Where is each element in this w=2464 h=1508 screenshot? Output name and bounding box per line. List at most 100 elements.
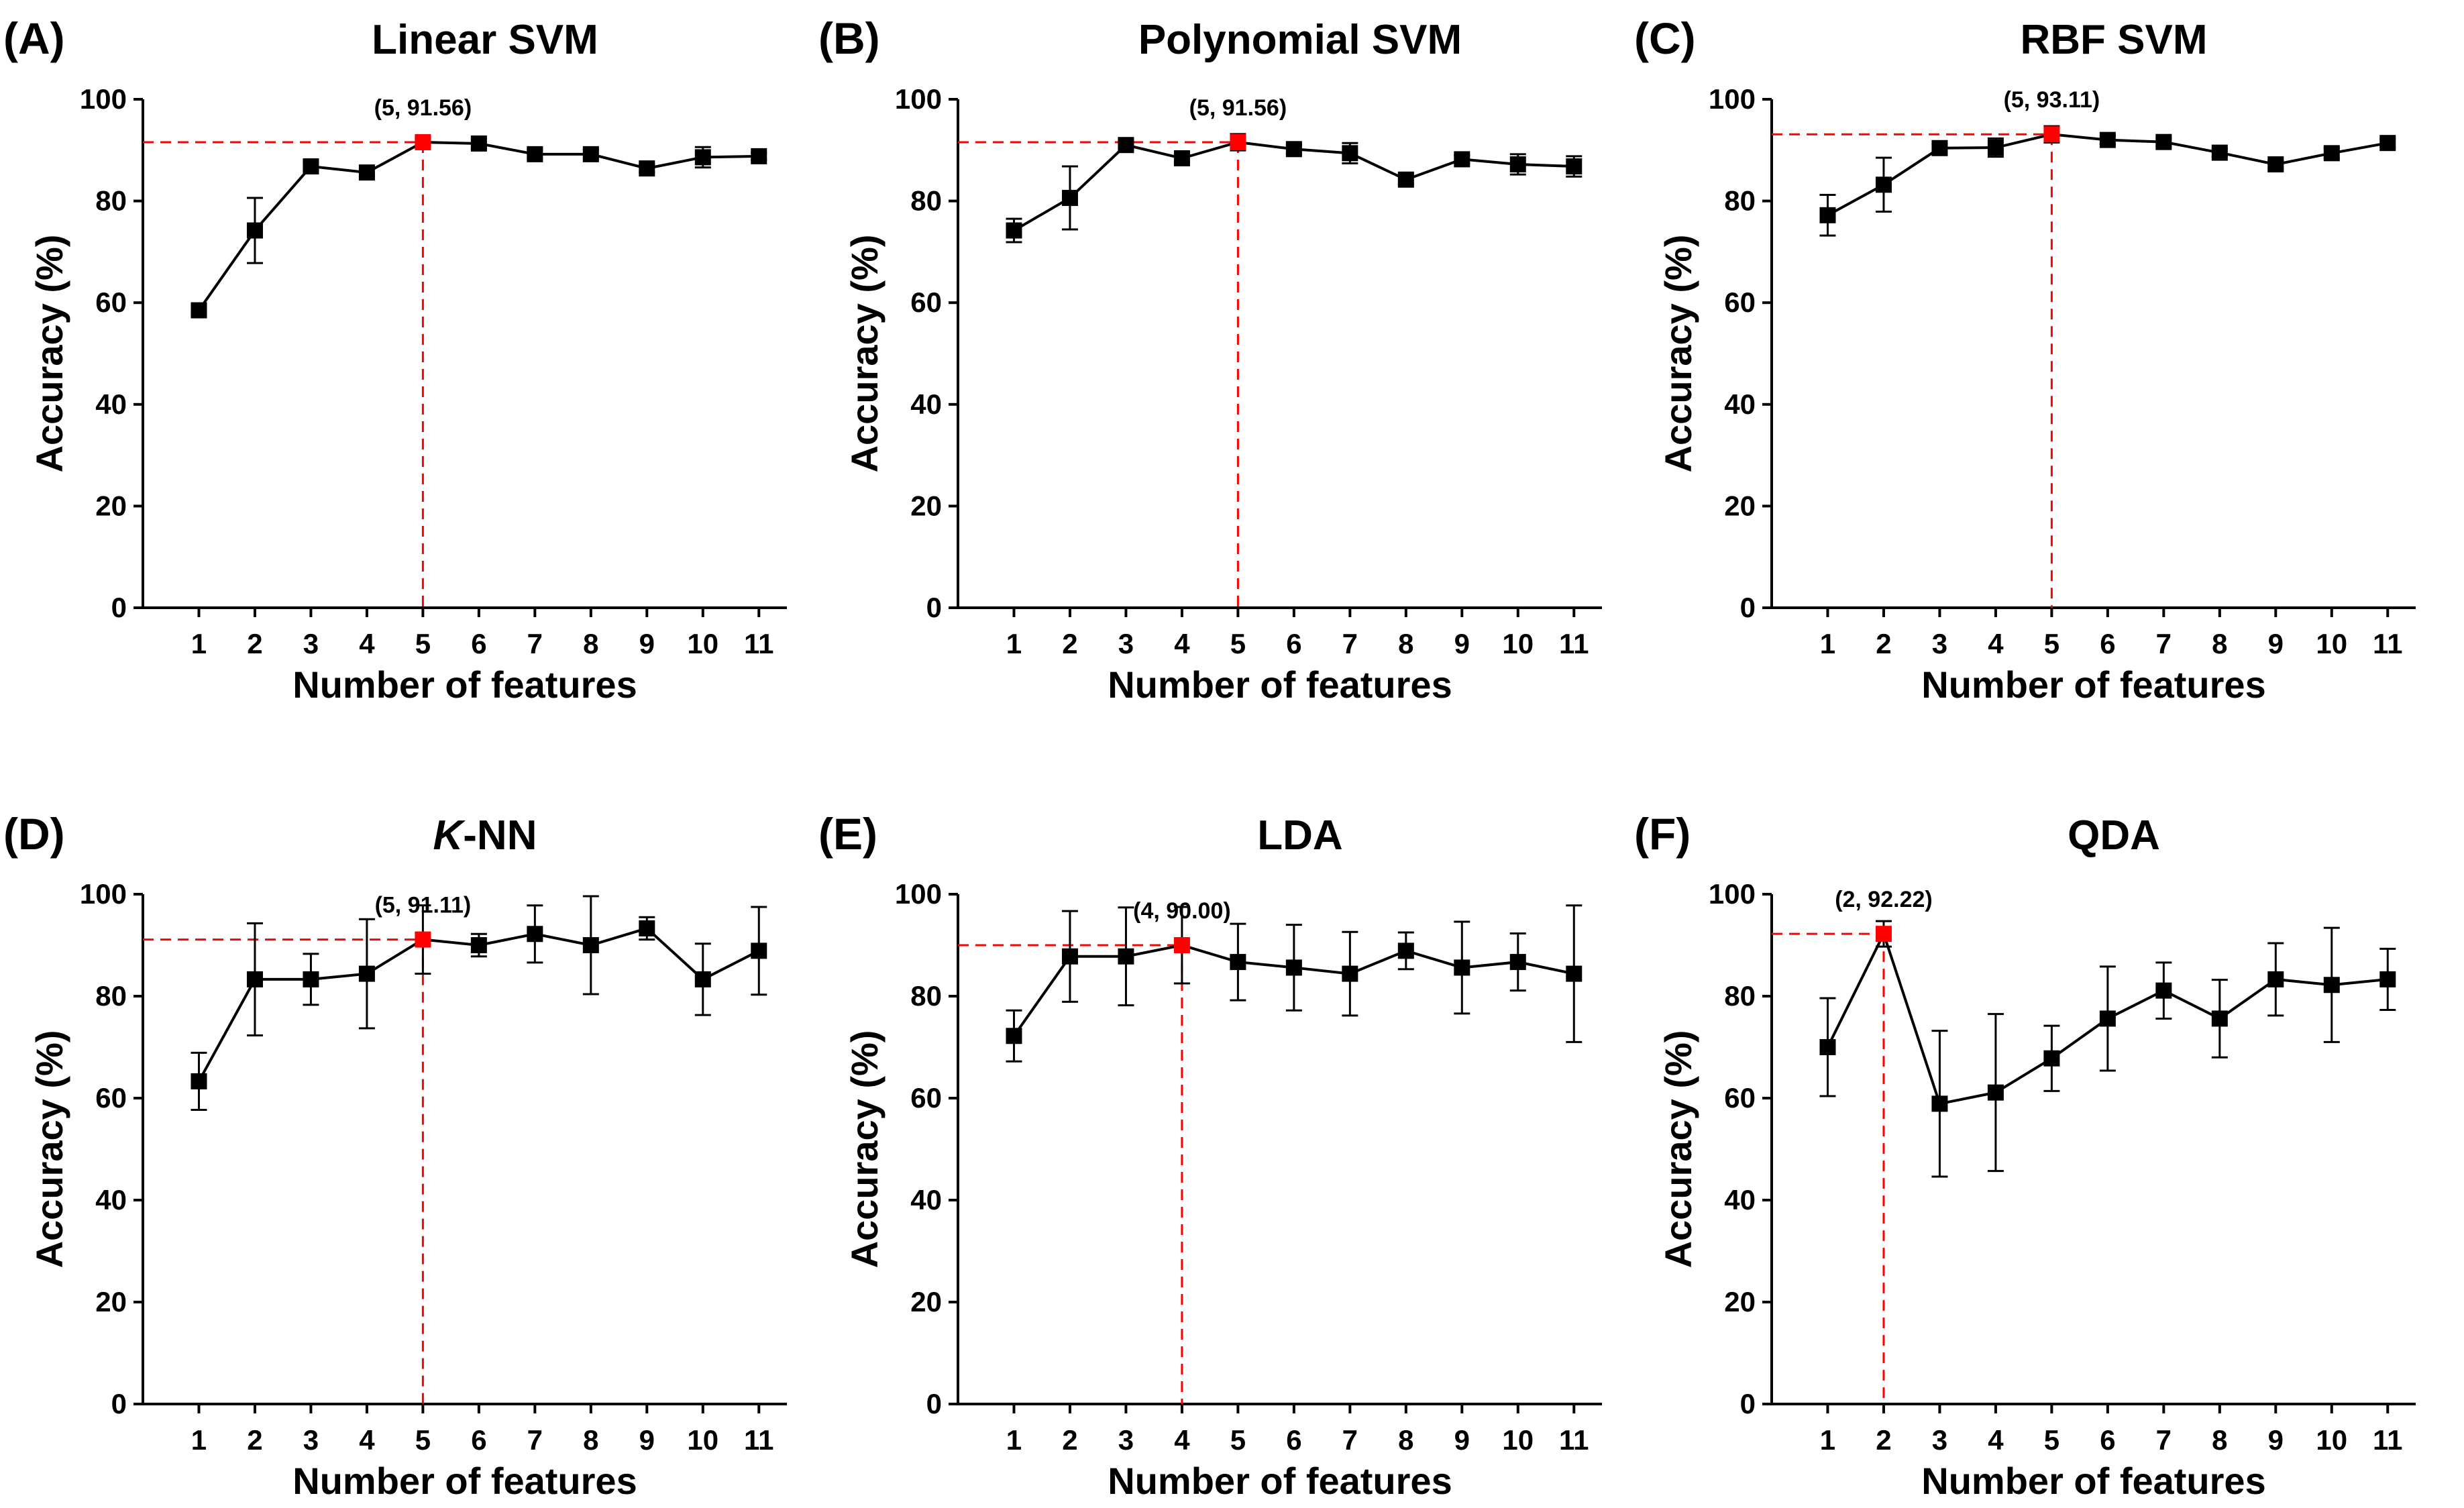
- highlight-annotation: (4, 90.00): [1133, 898, 1231, 924]
- y-tick-label: 20: [910, 1286, 942, 1317]
- x-axis-label: Number of features: [1921, 663, 2265, 706]
- data-point-marker: [303, 158, 319, 175]
- highlight-marker: [2043, 126, 2060, 143]
- data-point-marker: [2267, 971, 2284, 987]
- highlight-annotation: (5, 91.56): [1189, 95, 1287, 121]
- x-tick-label: 5: [1230, 1424, 1246, 1456]
- x-tick-label: 1: [1820, 1424, 1835, 1456]
- x-tick-label: 9: [1454, 1424, 1470, 1456]
- chart-title-text: LDA: [1257, 812, 1342, 859]
- panel-label: (E): [818, 809, 877, 859]
- x-tick-label: 4: [1174, 628, 1190, 659]
- x-tick-label: 3: [1118, 628, 1134, 659]
- chart-panel-5: (E) LDA 0 20 40 60 80 100 1 2 3 4 5 6 7 8 9 10 11 Number of…: [818, 809, 1602, 1502]
- data-point-marker: [1061, 190, 1078, 207]
- y-tick-label: 60: [95, 286, 127, 318]
- data-point-marker: [1230, 954, 1246, 971]
- data-point-marker: [582, 146, 599, 162]
- y-tick-label: 40: [95, 1184, 127, 1216]
- highlight-marker: [1875, 926, 1892, 942]
- data-point-marker: [1118, 137, 1134, 154]
- data-point-marker: [582, 937, 599, 953]
- chart-panel-3: (C) RBF SVM 0 20 40 60 80 100 1 2 3 4 5 6 7 8 9 10 11 Numbe…: [1634, 13, 2416, 706]
- data-point-marker: [358, 965, 375, 982]
- x-tick-label: 6: [2100, 1424, 2115, 1456]
- x-tick-label: 8: [2212, 1424, 2227, 1456]
- x-tick-label: 11: [744, 628, 773, 659]
- x-tick-label: 9: [1454, 628, 1470, 659]
- x-tick-label: 10: [2316, 1424, 2347, 1456]
- x-tick-label: 10: [687, 628, 718, 659]
- x-tick-label: 10: [1502, 628, 1534, 659]
- data-point-marker: [694, 149, 711, 166]
- highlight-marker: [1230, 133, 1246, 150]
- y-axis-label: Accuracy (%): [843, 1030, 886, 1269]
- data-point-marker: [2267, 156, 2284, 173]
- y-tick-label: 80: [1724, 185, 1756, 217]
- x-tick-label: 8: [1398, 628, 1413, 659]
- x-tick-label: 11: [744, 1424, 773, 1456]
- x-tick-label: 10: [1502, 1424, 1534, 1456]
- x-tick-label: 8: [1398, 1424, 1413, 1456]
- data-point-marker: [1118, 948, 1134, 965]
- data-point-marker: [1342, 145, 1358, 162]
- data-point-marker: [191, 302, 207, 319]
- data-point-marker: [694, 971, 711, 987]
- x-tick-label: 3: [1932, 628, 1947, 659]
- data-point-marker: [1342, 965, 1358, 982]
- data-point-marker: [639, 160, 655, 177]
- x-tick-label: 7: [527, 1424, 543, 1456]
- y-tick-label: 40: [910, 1184, 942, 1216]
- data-point-marker: [1397, 942, 1414, 959]
- x-tick-label: 9: [2268, 628, 2284, 659]
- y-tick-label: 100: [80, 83, 127, 115]
- data-point-marker: [2155, 133, 2172, 150]
- chart-title-italic: K: [433, 812, 466, 859]
- chart-title: Linear SVM: [372, 17, 598, 63]
- y-tick-label: 40: [910, 388, 942, 420]
- x-tick-label: 6: [471, 1424, 486, 1456]
- x-tick-label: 7: [527, 628, 543, 659]
- data-point-marker: [2323, 977, 2340, 993]
- highlight-marker: [1173, 937, 1190, 953]
- highlight-annotation: (2, 92.22): [1835, 887, 1933, 912]
- data-point-marker: [470, 937, 487, 953]
- y-tick-label: 60: [1724, 286, 1756, 318]
- x-tick-label: 1: [191, 1424, 207, 1456]
- y-tick-label: 0: [926, 1388, 942, 1419]
- highlight-marker: [415, 931, 431, 948]
- chart-title-text: RBF SVM: [2021, 17, 2208, 63]
- x-tick-label: 4: [359, 628, 375, 659]
- y-tick-label: 20: [95, 490, 127, 521]
- x-tick-label: 5: [415, 628, 431, 659]
- data-point-marker: [1566, 158, 1583, 175]
- x-tick-label: 7: [2156, 628, 2172, 659]
- y-axis-label: Accuracy (%): [28, 1030, 70, 1269]
- panel-label: (A): [3, 13, 65, 63]
- panel-label: (B): [818, 13, 880, 63]
- x-tick-label: 5: [2044, 628, 2059, 659]
- y-tick-label: 80: [1724, 980, 1756, 1012]
- x-tick-label: 5: [1230, 628, 1246, 659]
- x-tick-label: 4: [1988, 628, 2004, 659]
- x-axis-label: Number of features: [1921, 1460, 2265, 1502]
- x-tick-label: 8: [2212, 628, 2227, 659]
- data-point-marker: [1006, 1028, 1022, 1044]
- y-tick-label: 40: [1724, 388, 1756, 420]
- chart-panel-1: (A) Linear SVM 0 20 40 60 80 100 1 2 3 4 5 6 7 8 9 10 11 Nu…: [3, 13, 787, 706]
- data-point-marker: [1819, 1039, 1836, 1055]
- chart-title: RBF SVM: [2021, 17, 2208, 63]
- panel-label: (F): [1634, 809, 1691, 859]
- data-point-marker: [246, 222, 263, 239]
- y-tick-label: 60: [910, 1082, 942, 1114]
- y-tick-label: 0: [926, 592, 942, 623]
- x-tick-label: 3: [303, 628, 319, 659]
- data-point-marker: [1285, 141, 1302, 158]
- y-tick-label: 100: [895, 878, 942, 910]
- highlight-annotation: (5, 91.56): [374, 95, 472, 121]
- x-tick-label: 7: [2156, 1424, 2172, 1456]
- data-point-marker: [246, 971, 263, 987]
- chart-title: QDA: [2068, 812, 2160, 859]
- x-tick-label: 10: [687, 1424, 718, 1456]
